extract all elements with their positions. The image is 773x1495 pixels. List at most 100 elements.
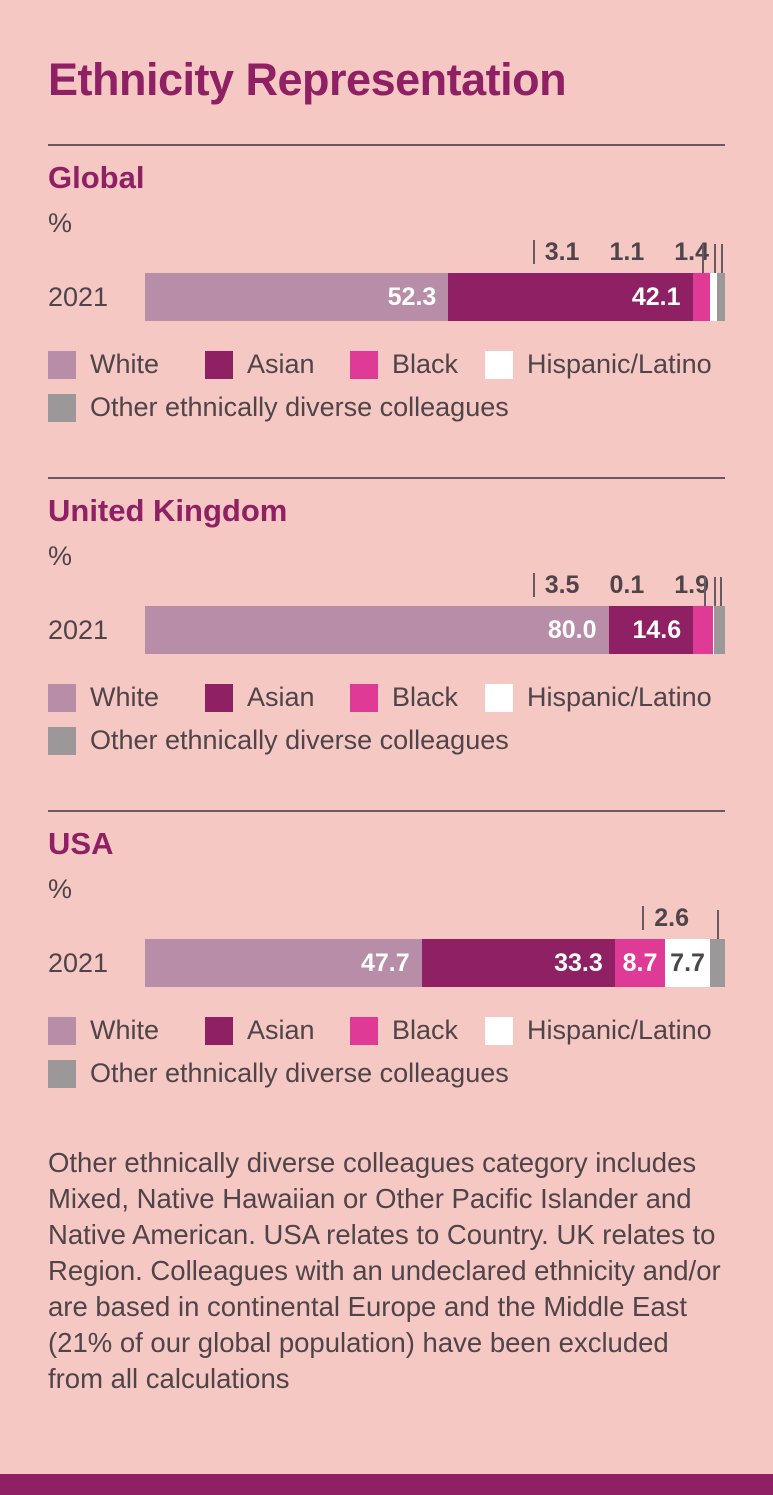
legend-swatch-white bbox=[48, 1016, 76, 1045]
legend-item-other: Other ethnically diverse colleagues bbox=[48, 392, 509, 423]
legend-swatch-asian bbox=[205, 350, 233, 379]
section-divider bbox=[48, 144, 725, 146]
legend-swatch-black bbox=[350, 683, 378, 712]
bar-segment bbox=[692, 273, 711, 321]
section-divider bbox=[48, 810, 725, 812]
legend-label: Asian bbox=[247, 682, 315, 712]
segment-value-label: 52.3 bbox=[387, 282, 437, 311]
callout-row: 3.1 1.1 1.4 bbox=[532, 237, 709, 266]
legend-swatch-black bbox=[350, 1016, 378, 1045]
bar-segment bbox=[710, 273, 717, 321]
section-title-global: Global bbox=[48, 160, 145, 195]
legend-item-white: White bbox=[48, 682, 205, 713]
bar-segment: 33.3 bbox=[421, 939, 615, 987]
callout-leader-line bbox=[720, 577, 723, 606]
callout-value-label: 1.1 bbox=[609, 237, 645, 266]
section-global: Global % 2021 3.1 1.1 1.4 52.3 42.1 White A… bbox=[48, 144, 725, 423]
legend-label: Other ethnically diverse colleagues bbox=[90, 725, 509, 755]
segment-value-label: 47.7 bbox=[360, 948, 410, 977]
legend-row: Other ethnically diverse colleagues bbox=[48, 725, 725, 756]
callout-value-label: 0.1 bbox=[609, 570, 645, 599]
callout-leader-line bbox=[532, 240, 535, 264]
legend-label: Asian bbox=[247, 1015, 315, 1045]
callout-leader-line bbox=[532, 573, 535, 597]
stacked-bar: 80.0 14.6 bbox=[145, 606, 725, 654]
unit-label: % bbox=[48, 541, 73, 571]
callout-row: 3.5 0.1 1.9 bbox=[532, 570, 709, 599]
legend-item-other: Other ethnically diverse colleagues bbox=[48, 1058, 509, 1089]
legend-item-hispanic-latino: Hispanic/Latino bbox=[485, 349, 712, 380]
unit-label: % bbox=[48, 208, 73, 238]
chart-legend: White Asian Black Hispanic/Latino bbox=[48, 1015, 725, 1089]
legend-swatch-white bbox=[48, 350, 76, 379]
legend-label: Black bbox=[392, 349, 459, 379]
section-title-united-kingdom: United Kingdom bbox=[48, 493, 288, 528]
footer-accent-bar bbox=[0, 1474, 773, 1495]
chart-legend: White Asian Black Hispanic/Latino bbox=[48, 682, 725, 756]
segment-value-label: 8.7 bbox=[622, 948, 658, 977]
bar-segment: 8.7 bbox=[614, 939, 666, 987]
legend-swatch-asian bbox=[205, 683, 233, 712]
legend-swatch-white bbox=[48, 683, 76, 712]
bar-segment bbox=[716, 273, 725, 321]
callout-leader-line bbox=[713, 244, 716, 273]
legend-swatch-asian bbox=[205, 1016, 233, 1045]
unit-label: % bbox=[48, 874, 73, 904]
legend-label: Hispanic/Latino bbox=[527, 349, 712, 379]
callout-leader-line bbox=[703, 577, 706, 606]
callout-value-label: 1.9 bbox=[674, 570, 709, 599]
bar-row: 2021 3.1 1.1 1.4 52.3 42.1 bbox=[48, 237, 725, 321]
footnote-text: Other ethnically diverse colleagues cate… bbox=[48, 1147, 721, 1394]
legend-item-other: Other ethnically diverse colleagues bbox=[48, 725, 509, 756]
callout-leader-line bbox=[720, 244, 723, 273]
legend-swatch-hispanic-latino bbox=[485, 350, 513, 379]
legend-label: Black bbox=[392, 1015, 459, 1045]
bar-segment bbox=[713, 606, 714, 654]
legend-row: Other ethnically diverse colleagues bbox=[48, 392, 725, 423]
legend-label: White bbox=[90, 349, 160, 379]
segment-value-label: 14.6 bbox=[632, 615, 682, 644]
legend-swatch-black bbox=[350, 350, 378, 379]
legend-swatch-hispanic-latino bbox=[485, 683, 513, 712]
legend-label: Hispanic/Latino bbox=[527, 682, 712, 712]
bar-segment: 14.6 bbox=[608, 606, 694, 654]
callout-row: 2.6 bbox=[642, 903, 689, 932]
bar-segment bbox=[693, 606, 714, 654]
legend-item-asian: Asian bbox=[205, 682, 350, 713]
legend-label: Asian bbox=[247, 349, 315, 379]
legend-item-hispanic-latino: Hispanic/Latino bbox=[485, 682, 712, 713]
year-label: 2021 bbox=[48, 615, 109, 645]
callout-value-label: 3.1 bbox=[544, 237, 580, 266]
callout-leader-line bbox=[717, 910, 720, 939]
year-label: 2021 bbox=[48, 282, 109, 312]
legend-label: White bbox=[90, 682, 160, 712]
legend-label: Hispanic/Latino bbox=[527, 1015, 712, 1045]
segment-value-label: 33.3 bbox=[554, 948, 603, 977]
legend-item-white: White bbox=[48, 349, 205, 380]
callout-leader-line bbox=[701, 244, 704, 273]
stacked-bar: 52.3 42.1 bbox=[145, 273, 725, 321]
stacked-bar: 47.7 33.3 8.7 7.7 bbox=[145, 939, 725, 987]
bar-segment: 80.0 bbox=[145, 606, 609, 654]
callout-value-label: 1.4 bbox=[674, 237, 709, 266]
legend-swatch-other bbox=[48, 726, 76, 755]
legend-item-white: White bbox=[48, 1015, 205, 1046]
legend-item-asian: Asian bbox=[205, 1015, 350, 1046]
bar-segment: 42.1 bbox=[448, 273, 693, 321]
segment-value-label: 42.1 bbox=[631, 282, 681, 311]
legend-swatch-hispanic-latino bbox=[485, 1016, 513, 1045]
legend-swatch-other bbox=[48, 393, 76, 422]
chart-legend: White Asian Black Hispanic/Latino bbox=[48, 349, 725, 423]
legend-row: White Asian Black Hispanic/Latino bbox=[48, 682, 725, 713]
bar-segment bbox=[709, 939, 725, 987]
bar-area: 2.6 47.7 33.3 8.7 7.7 bbox=[145, 903, 725, 987]
legend-row: White Asian Black Hispanic/Latino bbox=[48, 1015, 725, 1046]
section-title-usa: USA bbox=[48, 826, 114, 861]
section-usa: USA % 2021 2.6 47.7 33.3 8.7 7.7 White Asia… bbox=[48, 810, 725, 1089]
legend-label: Black bbox=[392, 682, 459, 712]
legend-label: Other ethnically diverse colleagues bbox=[90, 1058, 509, 1088]
section-united-kingdom: United Kingdom % 2021 3.5 0.1 1.9 80.0 14.6… bbox=[48, 477, 725, 756]
callout-value-label: 2.6 bbox=[654, 903, 689, 932]
bar-segment bbox=[714, 606, 725, 654]
legend-row: White Asian Black Hispanic/Latino bbox=[48, 349, 725, 380]
